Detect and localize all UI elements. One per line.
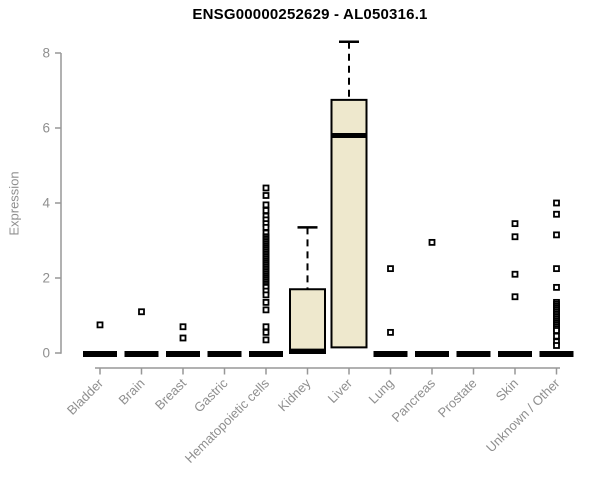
x-tick-label: Skin [493, 376, 521, 404]
outlier-point [262, 323, 270, 331]
outlier-point [262, 336, 270, 344]
outlier-point [262, 298, 270, 306]
outlier-point [553, 332, 560, 340]
outlier-point [262, 184, 270, 192]
y-tick-label: 4 [42, 196, 50, 211]
x-tick-label: Pancreas [389, 375, 439, 425]
zero-box [166, 351, 200, 357]
outlier-point [262, 291, 270, 299]
x-tick-label: Liver [325, 375, 356, 406]
y-tick-label: 2 [42, 271, 50, 286]
outlier-point [179, 334, 187, 342]
x-tick-label: Bladder [64, 375, 107, 418]
x-tick-label: Brain [116, 376, 148, 408]
box [289, 288, 326, 354]
zero-box [498, 351, 532, 357]
x-tick-label: Gastric [191, 375, 231, 415]
outlier-point [511, 220, 519, 228]
outlier-point [511, 293, 519, 301]
zero-box [83, 351, 117, 357]
outlier-point [262, 192, 270, 199]
zero-box [373, 351, 408, 357]
outlier-point [553, 231, 560, 239]
outlier-point [96, 321, 104, 329]
box [330, 98, 368, 349]
outlier-point [511, 270, 519, 278]
median-line [331, 133, 367, 138]
outlier-point [262, 223, 270, 231]
y-tick-label: 8 [42, 46, 50, 61]
x-tick-label: Breast [152, 375, 189, 412]
y-axis-label: Expression [6, 171, 22, 236]
outlier-point [553, 210, 560, 218]
outlier-point [553, 283, 560, 291]
outlier-point [262, 306, 270, 314]
zero-box [415, 351, 449, 357]
outlier-point [179, 323, 187, 331]
y-tick-label: 6 [42, 121, 50, 136]
outlier-point [262, 201, 270, 209]
x-tick-label: Unknown / Other [483, 375, 563, 455]
zero-box [124, 351, 159, 357]
zero-box [249, 351, 283, 357]
outlier-point [387, 328, 394, 336]
outlier-point [553, 265, 560, 273]
outlier-point [138, 308, 145, 316]
chart-title: ENSG00000252629 - AL050316.1 [192, 6, 428, 23]
zero-box [456, 351, 491, 357]
outlier-point [262, 207, 270, 214]
zero-box [207, 351, 242, 357]
outlier-point [553, 199, 560, 207]
zero-box [539, 351, 574, 357]
outlier-point [511, 233, 519, 241]
outlier-point [553, 327, 560, 334]
outlier-point [387, 265, 394, 273]
x-tick-label: Prostate [435, 376, 480, 421]
outlier-point [428, 238, 436, 246]
median-line [290, 348, 325, 354]
outlier-point [262, 328, 270, 336]
y-tick-label: 0 [42, 346, 50, 361]
x-tick-label: Kidney [275, 375, 314, 414]
outlier-point [553, 342, 560, 349]
x-tick-label: Lung [366, 376, 397, 407]
